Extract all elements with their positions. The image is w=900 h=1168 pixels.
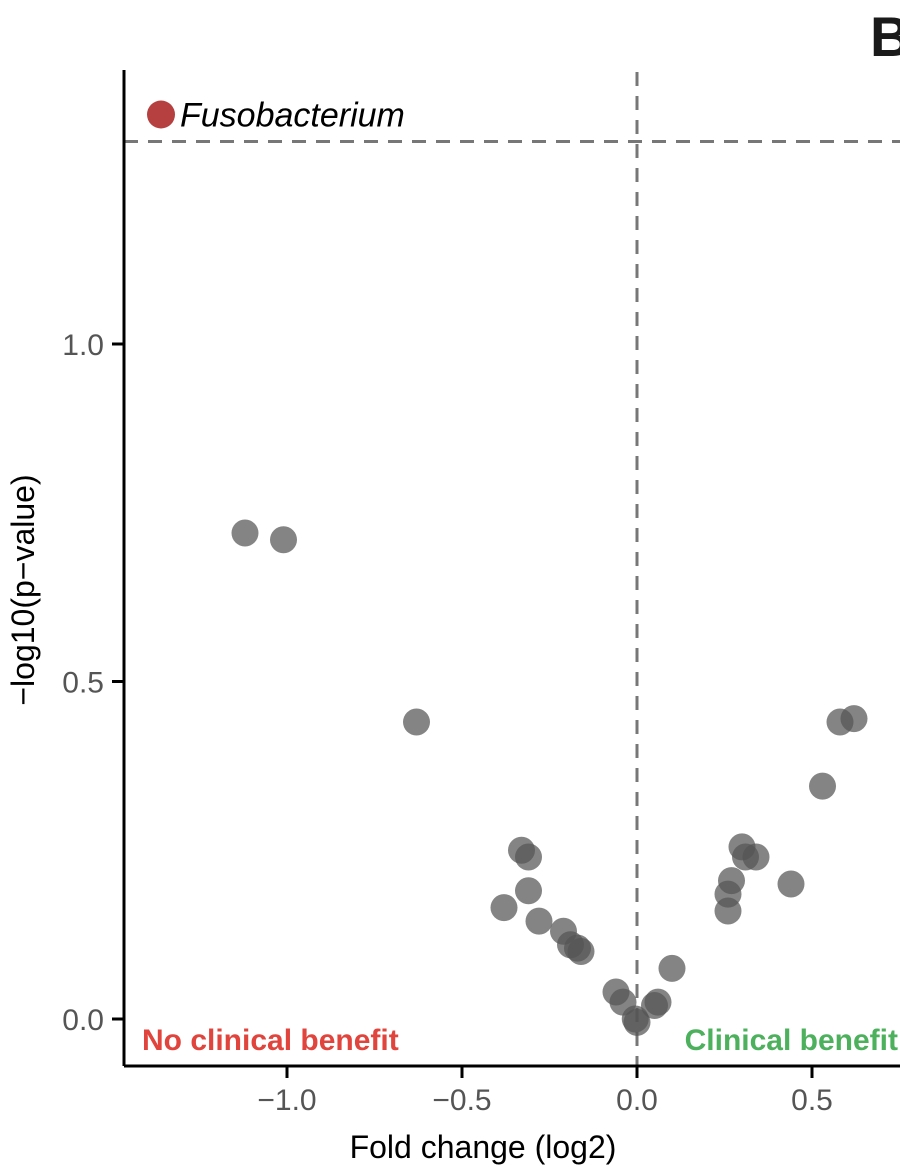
y-axis-title: −log10(p−value) bbox=[5, 474, 41, 705]
axes bbox=[122, 70, 900, 1068]
x-tick-label: −1.0 bbox=[257, 1084, 316, 1117]
data-point bbox=[515, 877, 542, 905]
data-point bbox=[777, 870, 805, 898]
data-point bbox=[809, 772, 836, 800]
x-axis-ticks: −1.0 −0.5 0.0 0.5 bbox=[257, 1066, 833, 1117]
data-point bbox=[623, 1008, 651, 1036]
data-point bbox=[403, 708, 430, 736]
data-point bbox=[718, 867, 745, 895]
data-point bbox=[525, 907, 553, 935]
highlight-group: Fusobacterium bbox=[147, 97, 405, 135]
data-point bbox=[644, 988, 672, 1016]
x-tick-label: 0.5 bbox=[791, 1084, 833, 1117]
y-tick-label: 0.0 bbox=[62, 1004, 104, 1037]
highlight-point-label: Fusobacterium bbox=[180, 97, 405, 135]
data-point bbox=[270, 526, 297, 554]
annotation-no-clinical-benefit: No clinical benefit bbox=[142, 1024, 399, 1057]
x-tick-label: −0.5 bbox=[432, 1084, 491, 1117]
data-point bbox=[658, 954, 686, 982]
data-point bbox=[515, 843, 542, 871]
y-tick-label: 1.0 bbox=[62, 329, 104, 362]
x-axis-title: Fold change (log2) bbox=[350, 1129, 617, 1165]
reference-lines bbox=[124, 72, 900, 1066]
x-tick-label: 0.0 bbox=[616, 1084, 658, 1117]
data-point bbox=[840, 705, 868, 733]
annotation-clinical-benefit: Clinical benefit bbox=[685, 1024, 898, 1057]
data-point bbox=[742, 843, 770, 871]
data-points bbox=[231, 519, 868, 1036]
y-tick-label: 0.5 bbox=[62, 667, 104, 700]
data-point bbox=[567, 938, 595, 965]
y-axis-ticks: 0.0 0.5 1.0 bbox=[62, 329, 124, 1037]
data-point bbox=[231, 519, 259, 547]
highlight-point bbox=[147, 100, 175, 129]
data-point bbox=[490, 894, 518, 922]
panel-label: B bbox=[870, 5, 900, 68]
